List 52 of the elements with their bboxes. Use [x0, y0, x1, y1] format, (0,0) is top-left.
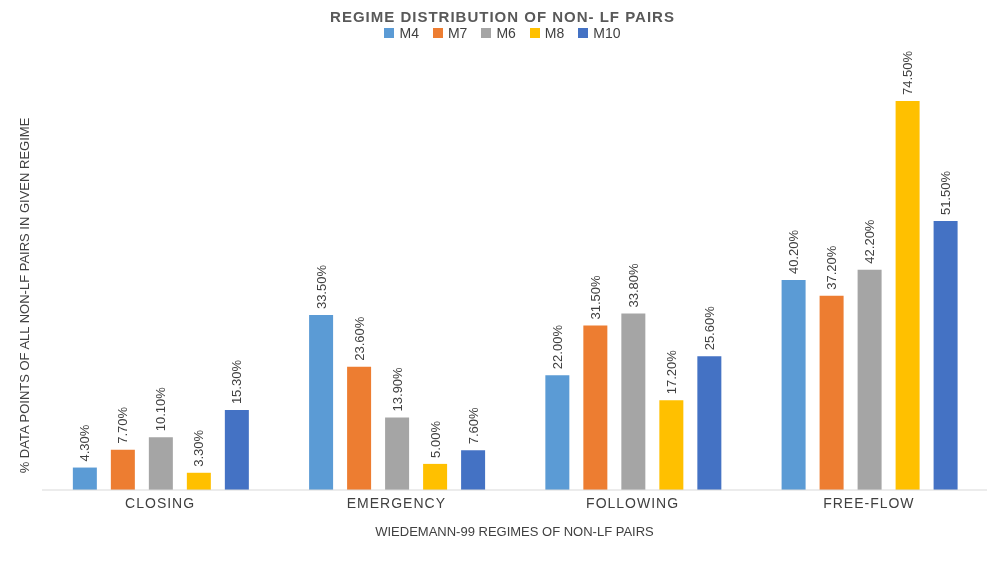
data-label: 33.80% [625, 262, 641, 308]
x-tick-label: CLOSING [125, 494, 196, 511]
bar [347, 366, 372, 490]
legend-label: M6 [495, 25, 516, 41]
data-label: 17.20% [663, 349, 679, 395]
bar [697, 356, 722, 490]
bar [583, 325, 608, 490]
bar [385, 417, 410, 490]
data-label: 51.50% [938, 170, 954, 216]
legend-label: M10 [592, 25, 621, 41]
bar [895, 101, 920, 490]
data-label: 37.20% [824, 245, 840, 290]
bar [186, 472, 211, 490]
data-label: 15.30% [229, 359, 245, 405]
bar [309, 315, 334, 490]
bar [819, 295, 844, 490]
bar [148, 437, 173, 490]
data-label: 25.60% [701, 305, 717, 351]
data-label: 23.60% [351, 316, 367, 361]
legend-label: M7 [446, 25, 468, 41]
x-axis-title: WIEDEMANN-99 REGIMES OF NON-LF PAIRS [375, 524, 655, 539]
bar [933, 221, 958, 490]
y-axis-title: % DATA POINTS OF ALL NON-LF PAIRS IN GIVEN REGIME [16, 117, 32, 474]
data-label: 3.30% [191, 429, 207, 467]
data-label: 40.20% [786, 229, 802, 275]
data-label: 10.10% [153, 386, 169, 432]
data-label: 22.00% [549, 324, 565, 370]
bar [461, 450, 486, 490]
x-tick-label: EMERGENCY [346, 494, 446, 511]
bar [423, 463, 448, 490]
bar [857, 269, 882, 490]
bar [781, 280, 806, 490]
bar [110, 449, 135, 490]
data-label: 7.60% [465, 407, 481, 445]
bar [659, 400, 684, 490]
data-label: 5.00% [427, 420, 443, 458]
data-label: 42.20% [862, 219, 878, 264]
bar [621, 313, 646, 490]
bar [224, 410, 249, 490]
data-label: 74.50% [900, 50, 916, 95]
data-label: 4.30% [77, 424, 93, 462]
data-label: 13.90% [389, 366, 405, 412]
data-label: 33.50% [313, 264, 329, 310]
data-label: 31.50% [587, 274, 603, 320]
x-tick-label: FOLLOWING [586, 494, 680, 511]
chart-title: REGIME DISTRIBUTION OF NON- LF PAIRS [329, 8, 676, 25]
bar [545, 375, 570, 490]
legend-label: M4 [398, 25, 419, 41]
legend-label: M8 [543, 25, 565, 41]
x-tick-label: FREE-FLOW [823, 494, 915, 511]
bar [72, 467, 97, 490]
data-label: 7.70% [115, 406, 131, 444]
